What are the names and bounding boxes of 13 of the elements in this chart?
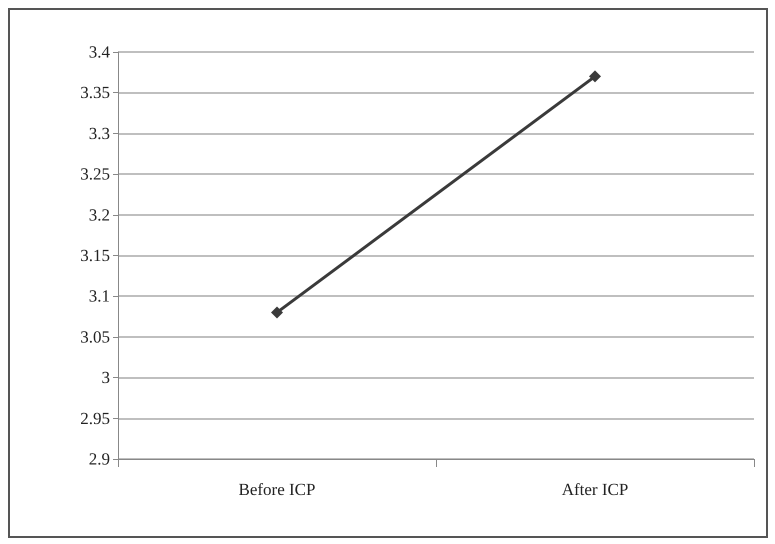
- y-tick-label: 3.15: [80, 246, 110, 265]
- x-tick-label: After ICP: [562, 480, 628, 499]
- x-tick-label: Before ICP: [238, 480, 316, 499]
- y-tick-label: 3.05: [80, 327, 110, 346]
- y-tick-label: 2.95: [80, 408, 110, 428]
- y-tick-label: 3.25: [80, 164, 110, 184]
- y-tick-label: 3.1: [88, 286, 110, 306]
- y-tick-label: 3.3: [88, 124, 110, 143]
- y-tick-label: 3.4: [88, 42, 110, 62]
- y-tick-label: 3.35: [80, 83, 110, 102]
- y-tick-label: 3.2: [88, 205, 110, 224]
- y-tick-label: 2.9: [88, 450, 110, 468]
- y-tick-label: 3: [102, 368, 110, 388]
